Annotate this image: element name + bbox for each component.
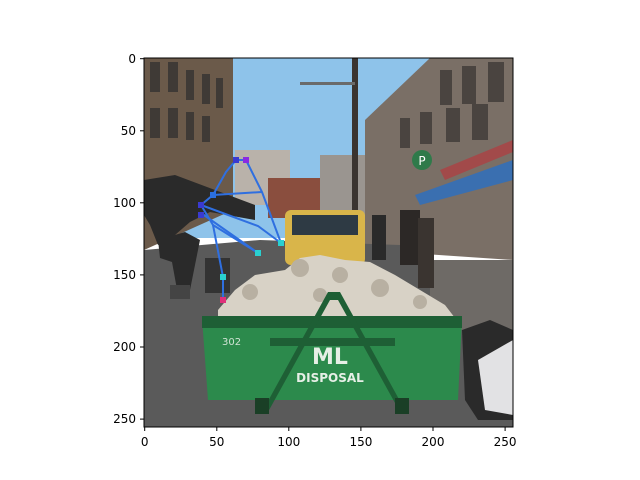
distant-building-right xyxy=(320,155,365,215)
x-tick-label: 50 xyxy=(209,435,224,449)
y-tick-label: 200 xyxy=(113,340,136,354)
y-tick-label: 50 xyxy=(121,124,136,138)
skeleton-joint xyxy=(220,274,226,280)
dumpster-wheel xyxy=(395,398,409,414)
photo: P ML DISPOSAL xyxy=(144,58,513,427)
taxi-windshield xyxy=(292,215,358,235)
left-building-windows xyxy=(150,62,223,142)
skeleton-joint xyxy=(243,157,249,163)
skeleton-limb xyxy=(200,204,282,244)
dumpster-wheel xyxy=(255,398,269,414)
right-building-windows xyxy=(400,62,504,148)
utility-pole xyxy=(352,58,358,248)
x-tick-label: 0 xyxy=(141,435,149,449)
skeleton-joint xyxy=(198,202,204,208)
skeleton-joint xyxy=(255,250,261,256)
pedestrian xyxy=(372,215,386,260)
skeleton-joint xyxy=(220,297,226,303)
street-light-arm xyxy=(300,82,355,85)
dumpster-text-disposal: DISPOSAL xyxy=(296,371,364,385)
dumpster-text-ml: ML xyxy=(312,345,348,370)
x-tick-label: 250 xyxy=(494,435,517,449)
y-tick-label: 100 xyxy=(113,196,136,210)
skeleton-joint xyxy=(233,157,239,163)
x-axis xyxy=(144,427,506,431)
pedestrian xyxy=(418,218,434,288)
y-tick-label: 0 xyxy=(128,52,136,66)
skeleton-limb xyxy=(199,194,259,254)
pedestrian xyxy=(400,210,420,265)
skater xyxy=(144,175,255,299)
skeleton-limb xyxy=(212,191,263,196)
dumpster xyxy=(202,318,462,400)
skeleton-joint xyxy=(210,192,216,198)
x-tick-label: 200 xyxy=(422,435,445,449)
x-tick-label: 100 xyxy=(277,435,300,449)
y-tick-labels: 0 50 100 150 200 250 xyxy=(113,52,136,426)
pose-joints xyxy=(198,157,284,303)
x-tick-label: 150 xyxy=(349,435,372,449)
x-tick-labels: 0 50 100 150 200 250 xyxy=(141,435,517,449)
rubble-chunks xyxy=(242,259,427,309)
y-tick-label: 250 xyxy=(113,412,136,426)
awning xyxy=(415,160,513,205)
parking-sign xyxy=(412,150,432,170)
skeleton-limb xyxy=(200,212,259,254)
skeleton-limb xyxy=(236,159,282,244)
dumpster-crossbar xyxy=(270,338,395,346)
skeleton-joint xyxy=(278,240,284,246)
skeleton-limb xyxy=(212,159,237,196)
parking-sign-letter: P xyxy=(418,154,425,168)
white-bag xyxy=(478,340,513,415)
skeleton-joint xyxy=(198,212,204,218)
axes-frame xyxy=(143,57,514,428)
rubble-pile xyxy=(218,255,455,318)
dumpster-rim xyxy=(202,316,462,328)
awning-red xyxy=(440,140,513,180)
dumpster-number: 302 xyxy=(222,337,241,348)
y-axis xyxy=(140,58,144,420)
y-tick-label: 150 xyxy=(113,268,136,282)
